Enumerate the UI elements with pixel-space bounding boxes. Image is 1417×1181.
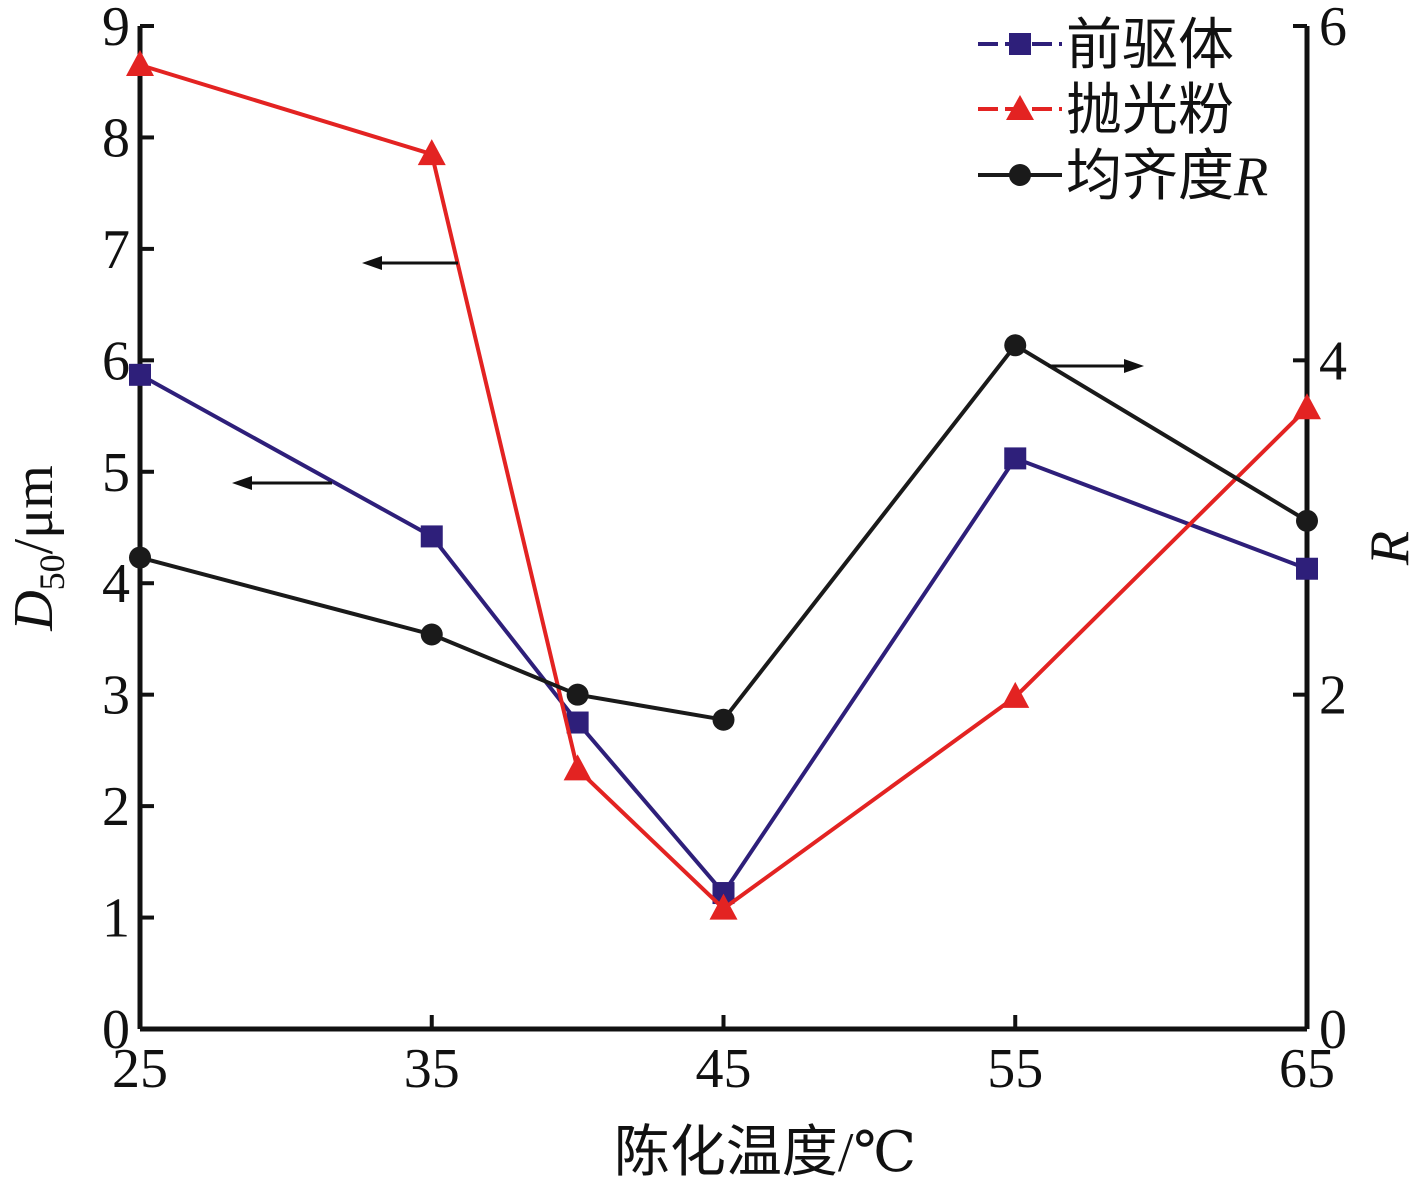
left-y-tick-label: 5 — [102, 442, 130, 504]
x-tick-label: 55 — [987, 1038, 1043, 1100]
left-y-axis-title-subscript: 50 — [32, 554, 72, 590]
left-y-tick-label: 6 — [102, 330, 130, 392]
series-uniformity — [129, 334, 1318, 731]
data-point-circle — [566, 683, 589, 706]
x-tick-label: 45 — [696, 1038, 752, 1100]
series-line-uniformity — [139, 343, 1309, 722]
series-line-polishing-powder — [139, 63, 1309, 911]
series-layer — [126, 50, 1321, 920]
series-polishing-powder — [126, 50, 1321, 920]
left-y-tick-label: 9 — [102, 0, 130, 58]
left-y-tick-label: 8 — [102, 107, 130, 169]
left-y-tick-label: 3 — [102, 665, 130, 727]
x-tick-label: 35 — [404, 1038, 460, 1100]
data-point-triangle — [563, 754, 592, 781]
data-point-triangle — [417, 139, 446, 166]
left-y-tick-label: 2 — [102, 776, 130, 838]
legend-item-uniformity: 均齐度R — [978, 146, 1268, 208]
data-point-square — [1004, 447, 1027, 470]
legend-marker-square — [1009, 33, 1031, 55]
right-y-axis-title: R — [1359, 531, 1417, 566]
data-point-triangle — [1001, 681, 1030, 708]
arrowhead-left-lower — [232, 476, 252, 490]
data-point-square — [566, 711, 589, 734]
right-axis-indicator-arrow — [1048, 359, 1144, 373]
data-point-circle — [420, 623, 443, 646]
data-point-circle — [1296, 509, 1318, 532]
legend-item-precursor: 前驱体 — [978, 15, 1234, 77]
arrowhead-right — [1124, 359, 1144, 373]
right-y-tick-label: 2 — [1319, 665, 1347, 727]
left-y-tick-label: 1 — [102, 888, 130, 950]
data-point-square — [712, 882, 735, 905]
right-y-tick-label: 4 — [1319, 330, 1347, 392]
data-point-triangle — [709, 893, 738, 920]
legend-label-uniformity-italic: R — [1233, 146, 1268, 208]
legend-label-precursor: 前驱体 — [1066, 15, 1234, 77]
legend-label-polishing-powder: 抛光粉 — [1066, 80, 1234, 142]
legend-marker-triangle — [1006, 95, 1034, 120]
data-point-triangle — [1293, 393, 1321, 420]
left-y-tick-label: 4 — [102, 553, 130, 615]
legend-item-polishing-powder: 抛光粉 — [978, 80, 1234, 142]
right-y-tick-label: 6 — [1319, 0, 1347, 58]
legend: 前驱体 抛光粉 均齐度R — [978, 15, 1268, 208]
left-y-tick-label: 0 — [102, 999, 130, 1061]
legend-marker-circle — [1009, 164, 1031, 186]
x-tick-label: 25 — [112, 1038, 168, 1100]
left-y-tick-label: 7 — [102, 219, 130, 281]
arrowhead-left-upper — [362, 256, 382, 270]
x-tick-label: 65 — [1279, 1038, 1335, 1100]
left-y-axis-title-main: D — [3, 590, 65, 631]
legend-label-uniformity: 均齐度R — [1066, 146, 1268, 208]
data-point-square — [1296, 557, 1318, 580]
left-axis-indicator-arrows — [232, 256, 458, 490]
data-point-square — [129, 363, 151, 386]
right-y-tick-label: 0 — [1319, 999, 1347, 1061]
series-precursor — [129, 363, 1318, 905]
series-line-precursor — [139, 373, 1308, 895]
left-y-axis-title: D50/μm — [3, 465, 72, 632]
left-y-axis-title-unit: /μm — [3, 465, 65, 554]
x-axis-title: 陈化温度/℃ — [614, 1122, 916, 1181]
data-point-triangle — [126, 50, 154, 77]
data-point-circle — [129, 546, 151, 569]
data-point-circle — [712, 708, 735, 731]
data-point-square — [420, 525, 443, 548]
data-point-circle — [1004, 334, 1027, 357]
